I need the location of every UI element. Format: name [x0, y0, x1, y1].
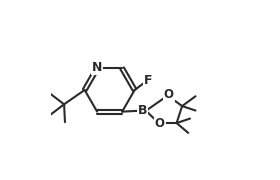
- Text: B: B: [138, 104, 148, 117]
- Text: O: O: [164, 88, 174, 101]
- Text: N: N: [92, 61, 102, 74]
- Text: F: F: [144, 74, 152, 87]
- Text: O: O: [155, 117, 165, 130]
